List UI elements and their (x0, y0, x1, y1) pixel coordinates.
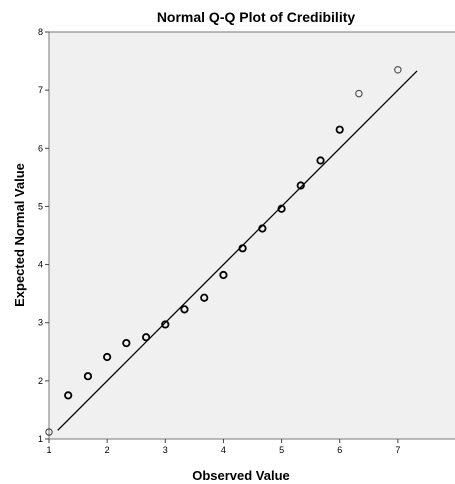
x-tick-label: 5 (279, 445, 284, 455)
data-points (45, 66, 402, 436)
chart-title: Normal Q-Q Plot of Credibility (157, 9, 356, 25)
x-tick-label: 1 (46, 445, 51, 455)
y-tick-label: 6 (38, 143, 43, 153)
data-point (296, 181, 305, 190)
data-point (355, 89, 363, 98)
data-point (258, 224, 267, 233)
reference-line (57, 70, 418, 431)
x-tick-label: 3 (163, 445, 168, 455)
x-axis-title: Observed Value (192, 468, 290, 483)
data-point (200, 293, 209, 302)
data-point (238, 244, 247, 253)
data-point (45, 428, 53, 436)
data-point (161, 320, 170, 329)
data-point (122, 338, 131, 348)
data-point (103, 352, 112, 362)
y-axis-title: Expected Normal Value (12, 163, 27, 307)
y-tick-label: 8 (38, 27, 43, 37)
y-axis: 1 2 3 4 5 6 7 8 (38, 27, 49, 444)
y-tick-label: 3 (38, 318, 43, 328)
data-point (316, 156, 325, 165)
x-tick-label: 7 (395, 445, 400, 455)
x-tick-label: 6 (337, 445, 342, 455)
data-point (219, 270, 228, 280)
data-point (277, 204, 286, 213)
data-point (394, 66, 402, 74)
y-tick-label: 1 (38, 434, 43, 444)
x-tick-label: 4 (221, 445, 226, 455)
y-tick-label: 7 (38, 85, 43, 95)
data-point (83, 372, 93, 381)
data-point (64, 391, 73, 400)
y-tick-label: 5 (38, 201, 43, 211)
data-point (335, 125, 344, 134)
data-point (141, 333, 151, 342)
x-axis: 1 2 3 4 5 6 7 (46, 439, 400, 455)
data-point (180, 305, 189, 314)
y-tick-label: 4 (38, 260, 43, 270)
y-tick-label: 2 (38, 376, 43, 386)
x-tick-label: 2 (105, 445, 110, 455)
